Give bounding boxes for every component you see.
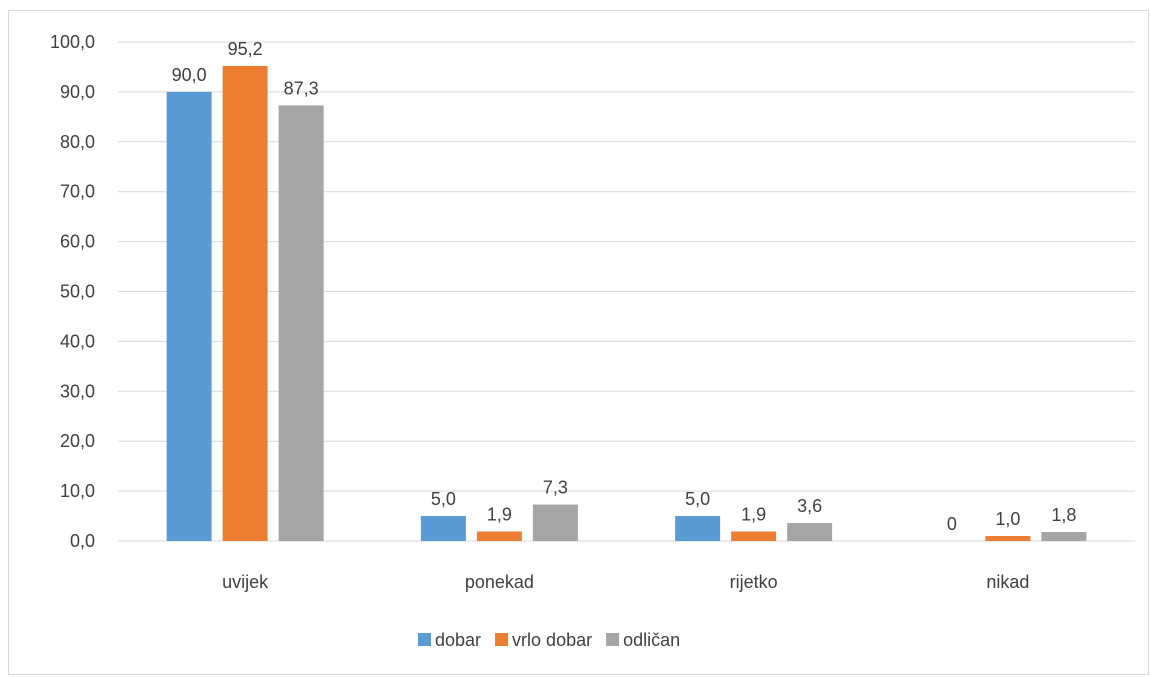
bar-vrlo-dobar-nikad [985, 536, 1031, 541]
data-label: 87,3 [284, 78, 319, 98]
data-label: 5,0 [431, 489, 456, 509]
bar-vrlo-dobar-rijetko [731, 531, 777, 541]
y-tick-label: 80,0 [60, 132, 95, 152]
gridlines [118, 41, 1135, 542]
y-tick-label: 50,0 [60, 282, 95, 302]
bar-dobar-rijetko [675, 516, 721, 541]
data-label: 1,8 [1051, 505, 1076, 525]
y-axis-tick-labels: 0,0 10,0 20,0 30,0 40,0 50,0 60,0 70,0 80,0 90,0 1… [50, 32, 95, 551]
y-tick-label: 40,0 [60, 331, 95, 351]
y-tick-label: 20,0 [60, 431, 95, 451]
data-label: 1,0 [995, 509, 1020, 529]
bar-odličan-rijetko [787, 523, 833, 541]
category-label: uvijek [222, 572, 269, 592]
legend: dobar vrlo dobar odličan [418, 630, 680, 650]
y-tick-label: 60,0 [60, 232, 95, 252]
data-labels: 90,0 95,2 87,3 5,0 1,9 7,3 5,0 1,9 3,6 0 1,0 1,8 [172, 39, 1077, 534]
category-label: rijetko [730, 572, 778, 592]
bar-odličan-uvijek [278, 105, 324, 542]
bar-vrlo-dobar-uvijek [222, 65, 268, 542]
y-tick-label: 0,0 [70, 531, 95, 551]
bar-odličan-nikad [1041, 532, 1087, 541]
data-label: 90,0 [172, 65, 207, 85]
data-label: 1,9 [741, 505, 766, 525]
y-tick-label: 70,0 [60, 182, 95, 202]
category-label: ponekad [465, 572, 534, 592]
data-label: 7,3 [543, 478, 568, 498]
data-label: 95,2 [228, 39, 263, 59]
legend-label: dobar [435, 630, 481, 650]
x-axis-category-labels: uvijek ponekad rijetko nikad [222, 572, 1029, 592]
y-tick-label: 90,0 [60, 82, 95, 102]
bar-dobar-ponekad [420, 516, 466, 541]
bar-odličan-ponekad [532, 504, 578, 541]
data-label: 5,0 [685, 489, 710, 509]
legend-label: vrlo dobar [512, 630, 592, 650]
y-tick-label: 30,0 [60, 381, 95, 401]
bar-vrlo-dobar-ponekad [476, 531, 522, 541]
category-label: nikad [986, 572, 1029, 592]
legend-swatch [418, 633, 431, 646]
y-tick-label: 10,0 [60, 481, 95, 501]
legend-swatch [606, 633, 620, 646]
bar-dobar-uvijek [166, 91, 212, 542]
data-label: 1,9 [487, 505, 512, 525]
bars [166, 65, 1087, 542]
data-label: 3,6 [797, 496, 822, 516]
y-tick-label: 100,0 [50, 32, 95, 52]
legend-label: odličan [623, 630, 680, 650]
data-label: 0 [947, 514, 957, 534]
legend-swatch [495, 633, 509, 646]
